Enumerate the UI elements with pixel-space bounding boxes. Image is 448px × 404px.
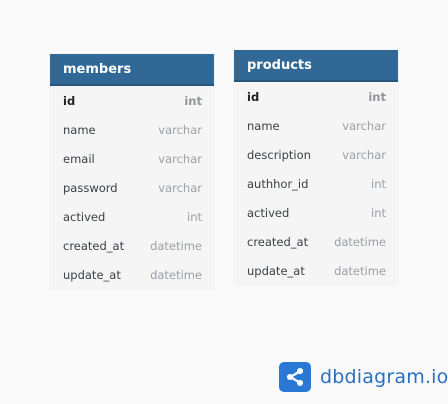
- field-type: int: [187, 209, 202, 224]
- field-type: int: [184, 93, 202, 108]
- field-row[interactable]: update_at datetime: [50, 260, 214, 289]
- field-row[interactable]: created_at datetime: [234, 227, 398, 256]
- field-type: int: [371, 176, 386, 191]
- field-name: email: [63, 151, 95, 166]
- field-type: int: [371, 205, 386, 220]
- field-row[interactable]: id int: [50, 86, 214, 115]
- field-name: actived: [63, 209, 106, 224]
- field-type: int: [368, 89, 386, 104]
- field-type: varchar: [158, 180, 202, 195]
- field-row[interactable]: name varchar: [234, 111, 398, 140]
- field-type: datetime: [334, 263, 386, 278]
- field-name: password: [63, 180, 118, 195]
- field-name: name: [63, 122, 96, 137]
- field-type: datetime: [334, 234, 386, 249]
- field-row[interactable]: password varchar: [50, 173, 214, 202]
- field-type: varchar: [158, 122, 202, 137]
- field-row[interactable]: created_at datetime: [50, 231, 214, 260]
- field-row[interactable]: description varchar: [234, 140, 398, 169]
- field-row[interactable]: actived int: [234, 198, 398, 227]
- field-row[interactable]: update_at datetime: [234, 256, 398, 285]
- brand-link[interactable]: dbdiagram.io: [279, 362, 448, 392]
- field-name: update_at: [63, 267, 121, 282]
- field-row[interactable]: actived int: [50, 202, 214, 231]
- field-name: authhor_id: [247, 176, 309, 191]
- field-name: created_at: [63, 238, 125, 253]
- field-name: name: [247, 118, 280, 133]
- field-row[interactable]: email varchar: [50, 144, 214, 173]
- table-header[interactable]: members: [50, 54, 214, 86]
- field-name: id: [63, 93, 76, 108]
- field-type: varchar: [342, 147, 386, 162]
- field-row[interactable]: id int: [234, 82, 398, 111]
- field-row[interactable]: authhor_id int: [234, 169, 398, 198]
- table-members[interactable]: members id int name varchar email varcha…: [50, 54, 214, 289]
- field-row[interactable]: name varchar: [50, 115, 214, 144]
- field-name: update_at: [247, 263, 305, 278]
- field-name: created_at: [247, 234, 309, 249]
- field-type: datetime: [150, 238, 202, 253]
- field-name: actived: [247, 205, 290, 220]
- share-nodes-icon: [279, 362, 311, 392]
- field-type: varchar: [158, 151, 202, 166]
- table-header[interactable]: products: [234, 50, 398, 82]
- table-products[interactable]: products id int name varchar description…: [234, 50, 398, 285]
- brand-name: dbdiagram.io: [320, 366, 448, 388]
- field-name: description: [247, 147, 311, 162]
- field-name: id: [247, 89, 260, 104]
- field-type: varchar: [342, 118, 386, 133]
- field-type: datetime: [150, 267, 202, 282]
